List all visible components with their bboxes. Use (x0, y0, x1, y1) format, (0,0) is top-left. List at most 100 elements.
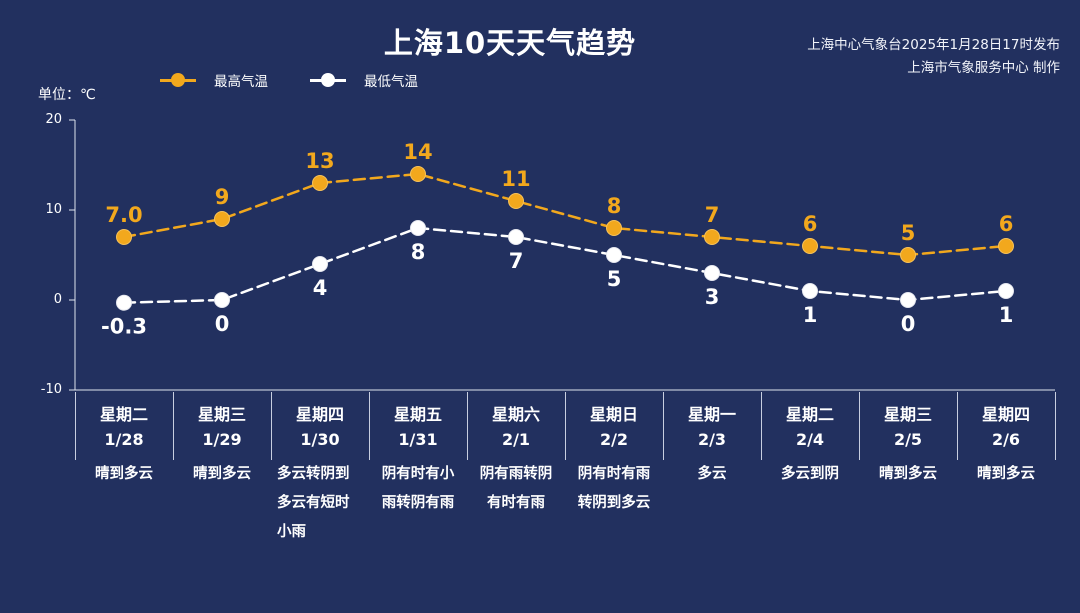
low-temp-label: 1 (999, 303, 1014, 327)
low-temp-label: 3 (705, 285, 720, 309)
weather-condition: 晴到多云 (977, 466, 1035, 482)
column-separator (369, 392, 370, 460)
weather-condition: 多云到阴 (781, 466, 839, 482)
source-line-1: 上海中心气象台2025年1月28日17时发布 (807, 37, 1060, 53)
date-label: 1/30 (300, 430, 340, 449)
y-tick-label: 0 (53, 292, 62, 307)
high-temp-label: 13 (305, 149, 334, 173)
weekday-label: 星期三 (197, 405, 246, 424)
source-info: 上海中心气象台2025年1月28日17时发布 上海市气象服务中心 制作 (807, 34, 1060, 80)
legend-high-label: 最高气温 (214, 74, 268, 90)
day-column: 星期四 1/30 多云转阴到多云有短时小雨 (271, 392, 369, 547)
weekday-label: 星期五 (393, 405, 442, 424)
low-temp-point (312, 256, 328, 272)
day-column: 星期六 2/1 阴有雨转阴有时有雨 (467, 392, 565, 518)
high-temp-line (122, 172, 1008, 257)
date-label: 2/4 (795, 430, 825, 449)
weekday-label: 星期六 (491, 405, 540, 424)
weather-condition: 多云有短时 (277, 495, 350, 511)
weekday-label: 星期一 (687, 405, 736, 424)
high-temp-point (312, 175, 328, 191)
weekday-label: 星期二 (99, 405, 148, 424)
high-temp-point (410, 166, 426, 182)
low-temp-label: 0 (901, 312, 916, 336)
low-temp-label: 7 (509, 249, 524, 273)
date-label: 2/1 (501, 430, 531, 449)
weather-condition: 转阴到多云 (577, 495, 651, 511)
unit-label: 单位：℃ (38, 87, 96, 103)
column-separator (565, 392, 566, 460)
date-label: 1/31 (398, 430, 438, 449)
low-temp-label: 4 (313, 276, 328, 300)
high-temp-label: 14 (403, 140, 432, 164)
column-separator (173, 392, 174, 460)
day-column: 星期四 2/6 晴到多云 (957, 392, 1055, 489)
high-temp-point (802, 238, 818, 254)
date-label: 2/5 (893, 430, 923, 449)
column-separator (957, 392, 958, 460)
date-label: 2/6 (991, 430, 1021, 449)
low-temp-label: -0.3 (101, 315, 147, 339)
low-temp-point (410, 220, 426, 236)
weather-condition: 多云转阴到 (277, 466, 350, 482)
high-temp-label: 8 (607, 194, 622, 218)
weekday-label: 星期日 (589, 405, 638, 424)
low-temp-point (508, 229, 524, 245)
high-temp-point (998, 238, 1014, 254)
day-column: 星期日 2/2 阴有时有雨 转阴到多云 (565, 392, 663, 518)
low-temp-label: 8 (411, 240, 426, 264)
legend-high: 最高气温 (160, 70, 268, 90)
weather-condition: 多云 (697, 466, 727, 482)
legend-low: 最低气温 (310, 70, 418, 90)
weather-condition: 晴到多云 (879, 466, 937, 482)
high-temp-point (214, 211, 230, 227)
y-tick-label: -10 (40, 382, 62, 397)
high-temp-point (900, 247, 916, 263)
weather-condition: 阴有雨转阴 (479, 466, 553, 482)
high-temp-label: 11 (501, 167, 530, 191)
high-temp-point (508, 193, 524, 209)
low-temp-point (802, 283, 818, 299)
day-column: 星期一 2/3 多云 (663, 392, 761, 489)
weather-condition: 晴到多云 (95, 466, 153, 482)
legend-low-marker (310, 73, 346, 87)
weather-condition: 阴有时有小 (381, 466, 455, 482)
low-temp-point (704, 265, 720, 281)
high-temp-label: 7.0 (105, 203, 142, 227)
weather-condition: 小雨 (277, 524, 306, 540)
high-temp-label: 5 (901, 221, 916, 245)
low-temp-label: 0 (215, 312, 230, 336)
high-temp-point (704, 229, 720, 245)
high-temp-label: 6 (803, 212, 818, 236)
date-label: 1/29 (202, 430, 242, 449)
chart-title: 上海10天天气趋势 (383, 26, 637, 60)
day-column: 星期二 1/28 晴到多云 (75, 392, 173, 489)
day-column: 星期三 2/5 晴到多云 (859, 392, 957, 489)
weekday-label: 星期四 (981, 405, 1030, 424)
low-temp-line (122, 226, 1008, 304)
low-temp-point (606, 247, 622, 263)
column-separator (467, 392, 468, 460)
weekday-label: 星期三 (883, 405, 932, 424)
weekday-label: 星期四 (295, 405, 344, 424)
weather-condition: 阴有时有雨 (577, 466, 651, 482)
low-temp-point (998, 283, 1014, 299)
column-separator (1055, 392, 1056, 460)
low-temp-point (900, 292, 916, 308)
source-line-2: 上海市气象服务中心 制作 (907, 60, 1060, 76)
weather-condition: 晴到多云 (193, 466, 251, 482)
weather-condition: 有时有雨 (487, 495, 545, 511)
y-tick-label: 10 (45, 202, 62, 217)
column-separator (761, 392, 762, 460)
day-column: 星期三 1/29 晴到多云 (173, 392, 271, 489)
column-separator (271, 392, 272, 460)
low-temp-point (214, 292, 230, 308)
high-temp-point (116, 229, 132, 245)
date-label: 2/3 (697, 430, 727, 449)
legend-low-label: 最低气温 (364, 74, 418, 90)
day-column: 星期二 2/4 多云到阴 (761, 392, 859, 489)
low-temp-label: 1 (803, 303, 818, 327)
column-separator (859, 392, 860, 460)
high-temp-point (606, 220, 622, 236)
